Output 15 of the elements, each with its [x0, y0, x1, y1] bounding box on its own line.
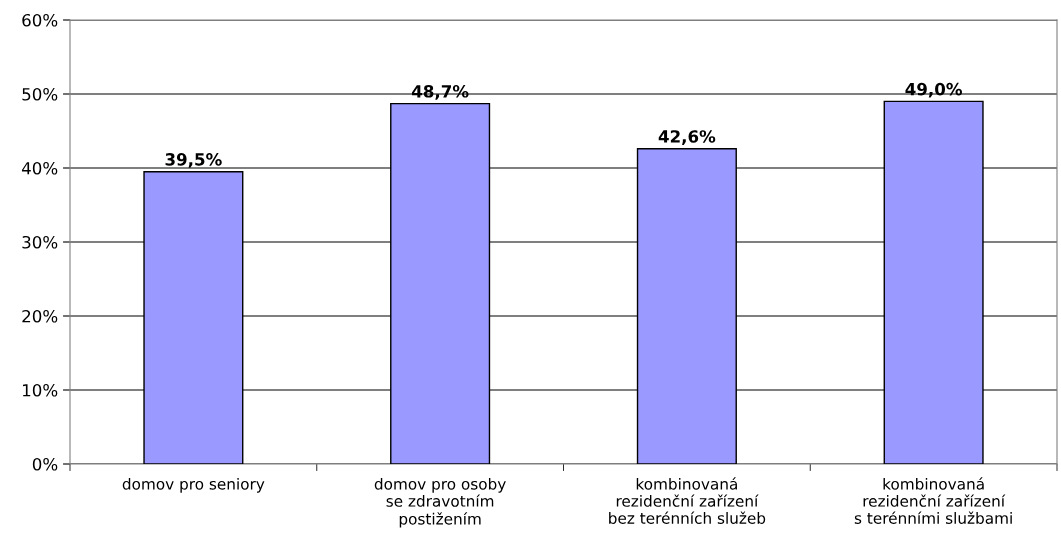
x-tick-label: kombinovaná rezidenční zařízení s terénními službami [854, 477, 1012, 524]
data-label: 39,5% [165, 153, 222, 168]
y-tick-label: 60% [22, 13, 58, 27]
y-tick-label: 10% [22, 383, 58, 397]
y-tick-label: 50% [22, 87, 58, 101]
data-label: 48,7% [411, 85, 469, 100]
data-label: 49,0% [905, 82, 963, 98]
y-tick-label: 30% [22, 235, 58, 249]
x-tick-label: kombinovaná rezidenční zařízení bez terénních služeb [609, 477, 766, 524]
x-tick-label: domov pro osoby se zdravotním postižením [374, 477, 506, 528]
x-tick-label: domov pro seniory [122, 477, 265, 493]
y-tick-label: 20% [22, 309, 58, 323]
data-label: 42,6% [658, 130, 716, 145]
y-tick-label: 40% [21, 161, 58, 175]
y-tick-label: 0% [32, 457, 58, 471]
